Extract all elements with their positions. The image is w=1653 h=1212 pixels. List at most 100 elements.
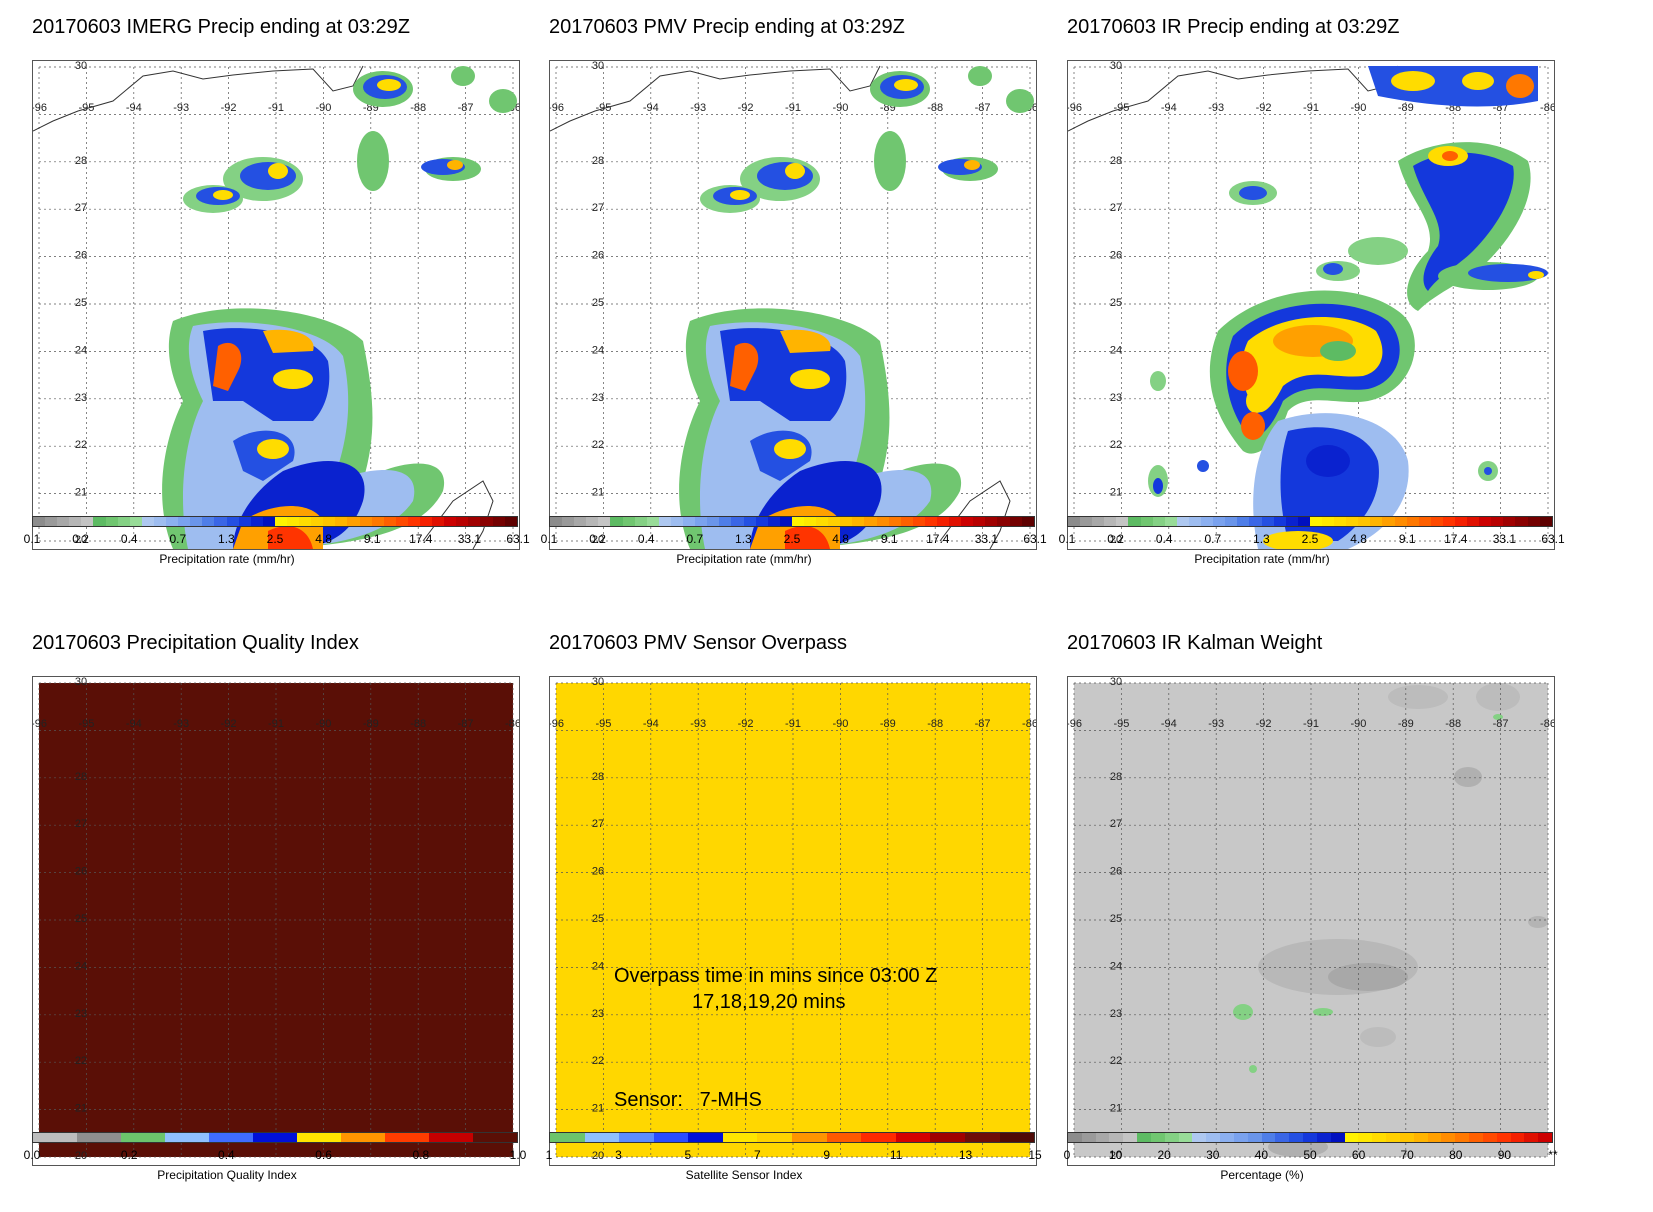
colorbar-swatch <box>1213 517 1226 526</box>
map-pmv: -96-95-94-93-92-91-90-89-88-87-863028272… <box>549 60 1037 550</box>
colorbar-swatch <box>420 517 433 526</box>
colorbar-swatch <box>1491 517 1504 526</box>
colorbar-swatch <box>550 517 563 526</box>
colorbar-swatch <box>562 517 575 526</box>
lat-label: 20 <box>592 534 604 546</box>
colorbar-swatch <box>997 517 1010 526</box>
colorbar-swatch <box>634 517 647 526</box>
colorbar-tick-label: 60 <box>1351 1148 1366 1162</box>
lat-label: 24 <box>75 960 87 972</box>
colorbar-ticks: 0 10 20 30 40 50 60 70 80 90 ** <box>1064 1148 1558 1162</box>
colorbar-swatch <box>1188 517 1202 526</box>
colorbar-ticks: 0.1 0.2 0.4 0.7 1.3 2.5 4.8 9.1 17.4 33.1 63.1 <box>541 532 1047 546</box>
lon-label: -94 <box>643 102 659 114</box>
colorbar-swatch <box>1009 517 1022 526</box>
colorbar-swatch <box>1427 1133 1442 1142</box>
colorbar-tick-label: 90 <box>1497 1148 1512 1162</box>
lon-label: -94 <box>643 718 659 730</box>
precip-layer <box>550 65 1034 549</box>
colorbar-swatch <box>93 517 106 526</box>
lon-label: -87 <box>458 718 474 730</box>
colorbar-swatch <box>743 517 756 526</box>
colorbar-tick-label: 1 <box>545 1148 553 1162</box>
lon-label: -94 <box>1161 102 1177 114</box>
colorbar-swatch <box>1261 517 1274 526</box>
colorbar-ticks: 0.1 0.2 0.4 0.7 1.3 2.5 4.8 9.1 17.4 33.1 63.1 <box>24 532 530 546</box>
colorbar-swatch <box>840 517 853 526</box>
colorbar-swatch <box>755 517 768 526</box>
colorbar-tick-label: 17.4 <box>926 532 950 546</box>
colorbar-pmv <box>549 516 1035 527</box>
colorbar-swatch <box>1164 1133 1179 1142</box>
lat-label: 20 <box>75 534 87 546</box>
colorbar-swatch <box>1399 1133 1414 1142</box>
lon-label: -88 <box>410 718 426 730</box>
lat-label: 23 <box>1110 1008 1122 1020</box>
colorbar-swatch <box>1430 517 1443 526</box>
colorbar-swatch <box>1330 1133 1345 1142</box>
map-imerg: -96-95-94-93-92-91-90-89-88-87-863028272… <box>32 60 520 550</box>
lon-label: -94 <box>126 718 142 730</box>
panel-title: 20170603 IR Kalman Weight <box>1067 632 1323 654</box>
lon-label: -90 <box>832 102 848 114</box>
lon-label: -94 <box>1161 718 1177 730</box>
colorbar-swatch <box>550 1133 585 1142</box>
colorbar-swatch <box>985 517 998 526</box>
colorbar-swatch <box>165 1133 209 1142</box>
colorbar-tick-label: 4.8 <box>832 532 849 546</box>
lat-label: 20 <box>1110 534 1122 546</box>
colorbar-swatch <box>1527 517 1540 526</box>
lat-label: 26 <box>592 250 604 262</box>
map-pqi: -96 -95 -94 -93 -92 -91 -90 -89 -88 -87 -86 30 28 27 2… <box>32 676 520 1166</box>
colorbar-label: Satellite Sensor Index <box>685 1168 803 1182</box>
colorbar-swatch <box>323 517 336 526</box>
colorbar-swatch <box>226 517 239 526</box>
lat-label: 24 <box>1110 960 1122 972</box>
colorbar-swatch <box>250 517 263 526</box>
map-overpass: -96 -95 -94 -93 -92 -91 -90 -89 -88 -87 -86 30 28 27 2… <box>549 676 1037 1166</box>
colorbar-swatch <box>1386 1133 1400 1142</box>
colorbar-tick-label: 0.4 <box>1155 532 1173 546</box>
lon-label: -91 <box>1303 102 1319 114</box>
colorbar-tick-label: 0.2 <box>120 1148 138 1162</box>
colorbar-swatch <box>444 517 457 526</box>
colorbar-swatch <box>1128 517 1141 526</box>
map-kalman: -96 -95 -94 -93 -92 -91 -90 -89 -88 -87 -86 30 28 27 2… <box>1067 676 1555 1166</box>
overpass-annotation-line1: Overpass time in mins since 03:00 Z <box>614 965 938 987</box>
colorbar-swatch <box>335 517 348 526</box>
colorbar-swatch <box>1334 517 1347 526</box>
colorbar-swatch <box>695 517 708 526</box>
colorbar-tick-label: 33.1 <box>1492 532 1517 546</box>
lon-label: -91 <box>785 102 801 114</box>
colorbar-tick-label: 30 <box>1206 1148 1220 1162</box>
colorbar-swatch <box>1455 517 1468 526</box>
colorbar-tick-label: 3 <box>615 1148 622 1162</box>
colorbar-tick-label: 1.3 <box>218 532 235 546</box>
lon-label: -92 <box>1256 102 1272 114</box>
colorbar-swatch <box>1538 1133 1552 1142</box>
lon-label: -93 <box>173 718 189 730</box>
colorbar-swatch <box>262 517 275 526</box>
map-ir: -96-95-94-93-92-91-90-89-88-87-863028272… <box>1067 60 1555 550</box>
colorbar-swatch <box>121 1133 165 1142</box>
colorbar-percent <box>1067 1132 1553 1143</box>
colorbar-swatch <box>670 517 684 526</box>
colorbar-tick-label: 5 <box>684 1148 692 1162</box>
colorbar-swatch <box>214 517 227 526</box>
lat-label: 24 <box>592 344 604 356</box>
lat-label: 26 <box>592 866 604 878</box>
colorbar-swatch <box>1297 517 1310 526</box>
lon-label: -96 <box>1068 102 1082 114</box>
lat-label: 22 <box>75 439 87 451</box>
colorbar-swatch <box>1358 1133 1373 1142</box>
lon-label: -96 <box>1068 718 1082 730</box>
lat-label: 20 <box>75 1150 87 1162</box>
colorbar-tick-label: 11 <box>889 1148 903 1162</box>
colorbar-swatch <box>757 1133 793 1142</box>
colorbar-tick-label: 0.7 <box>169 532 187 546</box>
colorbar-tick-label: 2.5 <box>1301 532 1319 546</box>
colorbar-swatch <box>45 517 58 526</box>
lon-label: -96 <box>550 102 564 114</box>
colorbar-swatch <box>1346 517 1359 526</box>
lon-label: -93 <box>1208 102 1224 114</box>
